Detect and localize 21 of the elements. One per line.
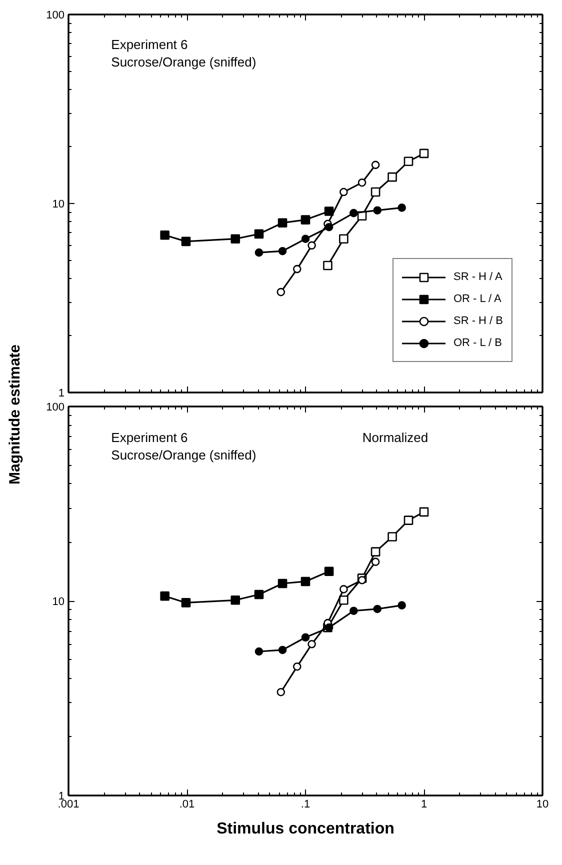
legend-label: OR - L / B	[453, 337, 502, 349]
x-tick-label: .1	[300, 798, 310, 810]
text: Experiment 6	[111, 430, 188, 446]
legend-label: SR - H / B	[453, 315, 503, 327]
x-tick-label: 10	[536, 798, 549, 810]
y-tick-label: 100	[46, 402, 65, 414]
text: Sucrose/Orange (sniffed)	[111, 448, 256, 463]
text: Experiment 6	[111, 37, 188, 52]
x-tick-label: .01	[179, 798, 195, 810]
y-tick-label: 10	[52, 198, 65, 210]
x-tick-label: .001	[58, 798, 80, 810]
x-tick-label: 1	[420, 798, 428, 810]
x-axis-title: Stimulus concentration	[216, 820, 394, 838]
y-tick-label: 100	[46, 10, 65, 22]
legend-label: SR - H / A	[453, 271, 502, 283]
y-axis-title: Magnitude estimate	[6, 344, 24, 485]
annotation: Normalized	[362, 430, 428, 446]
y-tick-label: 10	[52, 596, 65, 608]
text: Sucrose/Orange (sniffed)	[111, 54, 256, 70]
legend-label: OR - L / A	[453, 293, 502, 305]
y-tick-label: 1	[58, 388, 65, 400]
